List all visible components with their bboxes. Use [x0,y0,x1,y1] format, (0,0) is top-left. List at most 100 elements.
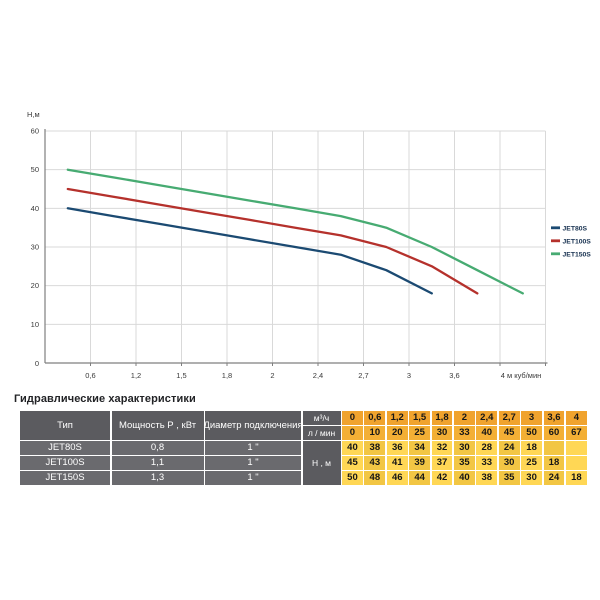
y-tick-label-zero: 0 [35,359,39,368]
y-tick-label: 40 [31,204,39,213]
flow-value-cell: 2,7 [498,411,520,425]
head-value-cell: 39 [409,456,431,470]
x-tick-label: 2 [270,371,274,380]
head-value-cell [565,441,587,455]
x-tick-label: 1,2 [131,371,141,380]
pump-performance-chart: 10 20 30 40 50 60 0 Н,м 0,6 1,2 1,5 1,8 2 2,4 2,7 3 3,6 4… [27,110,592,380]
head-value-cell: 24 [498,441,520,455]
y-tick-label: 30 [31,243,39,252]
x-tick-label: 0,6 [85,371,95,380]
lmin-value-cell: 40 [476,426,498,440]
head-value-cell: 30 [453,441,475,455]
lmin-value-cell: 10 [364,426,386,440]
head-value-cell: 18 [521,441,543,455]
head-value-cell: 45 [342,456,363,470]
head-value-cell: 25 [521,456,543,470]
curve-jet100s [66,187,479,295]
lmin-value-cell: 67 [565,426,587,440]
y-axis-unit-label: Н,м [27,110,40,119]
curve-jet150s [66,168,524,295]
pump-power-cell: 0,8 [111,441,204,455]
pump-diameter-cell: 1 " [205,471,301,485]
legend-label-jet80s: JET80S [563,226,588,233]
head-value-cell: 46 [386,471,408,485]
chart-svg: 10 20 30 40 50 60 0 Н,м 0,6 1,2 1,5 1,8 2 2,4 2,7 3 3,6 4… [27,110,592,380]
legend-swatch-jet150s [551,252,560,256]
x-tick-label: 3 [407,371,411,380]
lmin-value-cell: 25 [409,426,431,440]
flow-value-cell: 2 [453,411,475,425]
col-header-3: Диаметр подключения [205,411,301,440]
head-value-cell: 38 [476,471,498,485]
lmin-unit-label: л / мин [302,426,341,440]
curve-jet80s [66,207,433,295]
lmin-value-cell: 60 [543,426,565,440]
head-value-cell: 36 [386,441,408,455]
head-value-cell: 24 [543,471,565,485]
flow-value-cell: 0,6 [364,411,386,425]
x-tick-label: 1,8 [222,371,232,380]
head-value-cell: 42 [431,471,453,485]
flow-value-cell: 2,4 [476,411,498,425]
y-tick-label: 20 [31,281,39,290]
head-value-cell [543,441,565,455]
head-value-cell: 33 [476,456,498,470]
legend-label-jet150s: JET150S [563,252,592,259]
flow-value-cell: 3,6 [543,411,565,425]
y-tick-label: 60 [31,127,39,136]
pump-diameter-cell: 1 " [205,456,301,470]
head-value-cell: 44 [409,471,431,485]
lmin-value-cell: 45 [498,426,520,440]
y-tick-label: 50 [31,165,39,174]
legend-label-jet100s: JET100S [563,239,592,246]
head-value-cell: 37 [431,456,453,470]
flow-value-cell: 1,5 [409,411,431,425]
flow-unit-label: м³/ч [302,411,341,425]
head-value-cell: 40 [342,441,363,455]
head-value-cell: 18 [565,471,587,485]
head-unit-label: Н , м [302,441,341,485]
head-value-cell: 35 [498,471,520,485]
pump-diameter-cell: 1 " [205,441,301,455]
legend-swatch-jet80s [551,226,560,230]
legend-swatch-jet100s [551,239,560,243]
table-title: Гидравлические характеристики [14,393,196,405]
head-value-cell: 18 [543,456,565,470]
flow-value-cell: 3 [521,411,543,425]
head-value-cell: 50 [342,471,363,485]
head-value-cell: 48 [364,471,386,485]
col-header-1: Тип [20,411,110,440]
hydraulic-characteristics-table: Тип Мощность Р , кВт Диаметр подключения м³… [20,411,587,485]
head-value-cell: 30 [498,456,520,470]
head-value-cell: 30 [521,471,543,485]
pump-power-cell: 1,3 [111,471,204,485]
head-value-cell: 32 [431,441,453,455]
head-value-cell: 38 [364,441,386,455]
head-value-cell: 28 [476,441,498,455]
lmin-value-cell: 20 [386,426,408,440]
pump-type-cell: JET150S [20,471,110,485]
pump-type-cell: JET80S [20,441,110,455]
lmin-value-cell: 50 [521,426,543,440]
lmin-value-cell: 0 [342,426,363,440]
x-tick-label: 4 м куб/мин [501,371,542,380]
x-tick-label: 2,7 [358,371,368,380]
pump-power-cell: 1,1 [111,456,204,470]
head-value-cell: 41 [386,456,408,470]
col-header-2: Мощность Р , кВт [111,411,204,440]
flow-value-cell: 0 [342,411,363,425]
head-value-cell: 35 [453,456,475,470]
flow-value-cell: 1,8 [431,411,453,425]
head-value-cell [565,456,587,470]
flow-value-cell: 4 [565,411,587,425]
x-tick-label: 3,6 [449,371,459,380]
head-value-cell: 34 [409,441,431,455]
y-tick-label: 10 [31,320,39,329]
head-value-cell: 43 [364,456,386,470]
lmin-value-cell: 30 [431,426,453,440]
x-tick-label: 1,5 [176,371,186,380]
lmin-value-cell: 33 [453,426,475,440]
flow-value-cell: 1,2 [386,411,408,425]
x-tick-label: 2,4 [313,371,323,380]
head-value-cell: 40 [453,471,475,485]
